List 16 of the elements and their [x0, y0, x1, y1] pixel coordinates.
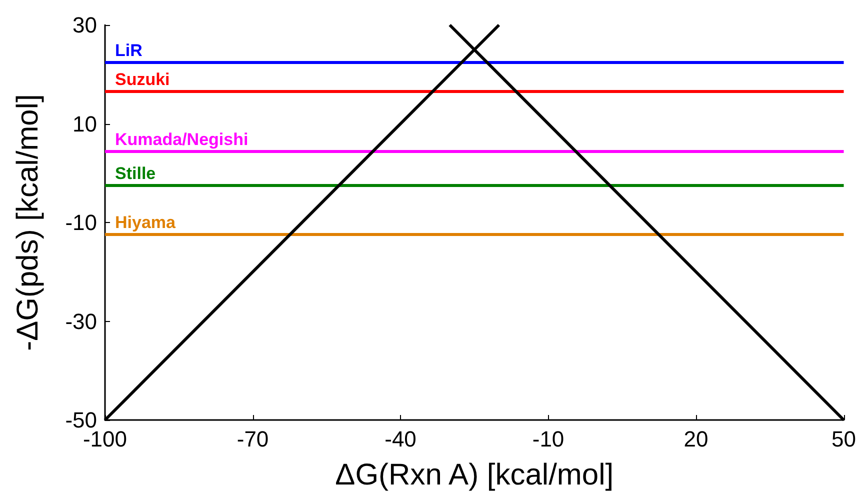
y-tick-label: 30	[72, 12, 97, 38]
x-tick-label: 50	[832, 426, 856, 452]
ref-line-label: Stille	[115, 164, 156, 183]
ref-line-label: Kumada/Negishi	[115, 130, 248, 149]
x-axis-title: ΔG(Rxn A) [kcal/mol]	[335, 458, 614, 492]
y-tick-label: -30	[65, 308, 97, 334]
y-axis-title: -ΔG(pds) [kcal/mol]	[12, 94, 44, 351]
x-tick-label: -70	[236, 426, 269, 452]
x-tick-label: -10	[532, 426, 564, 452]
x-tick-label: -40	[384, 426, 416, 452]
ref-line-label: Hiyama	[115, 212, 176, 232]
x-tick-label: 20	[684, 426, 708, 452]
ref-line-label: LiR	[115, 41, 142, 60]
y-tick-label: -10	[65, 210, 97, 235]
ref-line-label: Suzuki	[115, 70, 170, 90]
y-tick-label: 10	[72, 111, 97, 136]
